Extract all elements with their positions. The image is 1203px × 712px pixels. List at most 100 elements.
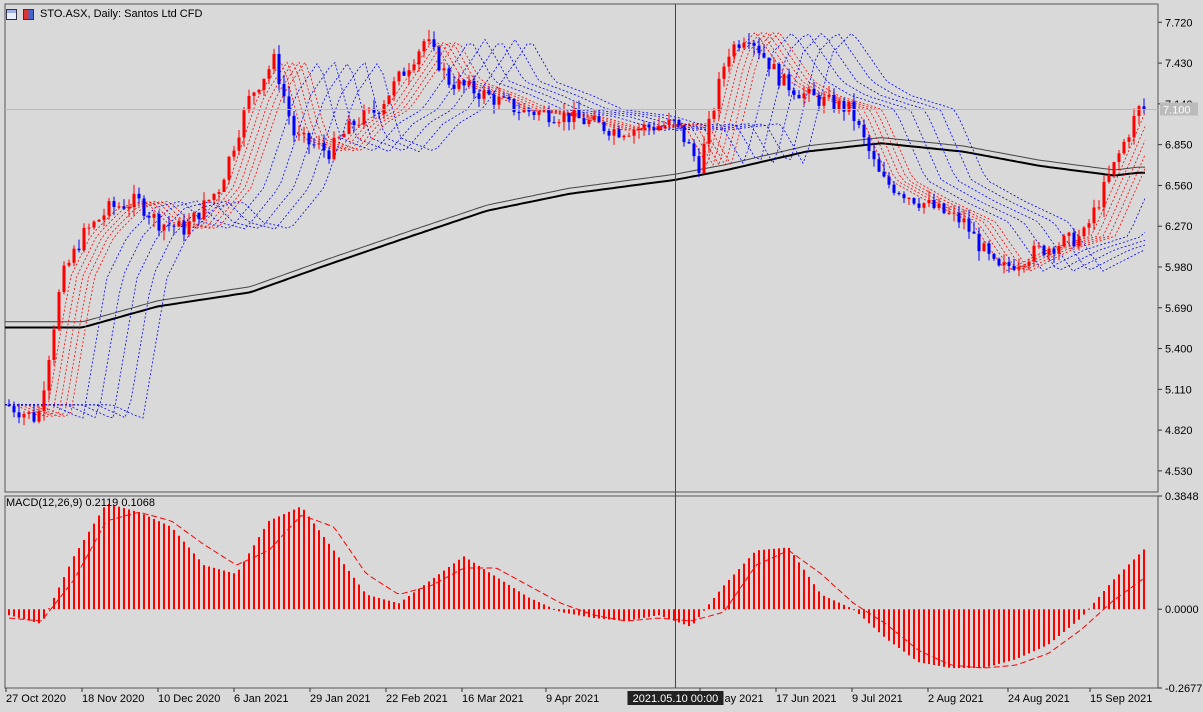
candle-body <box>507 97 511 99</box>
slow-ma-line <box>5 33 1146 419</box>
macd-bar <box>308 516 310 610</box>
candle-body <box>167 224 171 226</box>
candle-body <box>207 199 211 201</box>
macd-bar <box>348 570 350 610</box>
macd-tick-label: 0.3848 <box>1165 491 1199 503</box>
time-tick-label: 15 Sep 2021 <box>1090 693 1152 705</box>
macd-bar <box>683 609 685 625</box>
macd-bar <box>1018 609 1020 658</box>
bear-candle <box>862 119 866 146</box>
bull-candle <box>922 202 926 214</box>
macd-tick-label: -0.2677 <box>1165 683 1202 695</box>
candle-body <box>1062 235 1066 247</box>
candle-body <box>37 411 41 422</box>
candle-body <box>112 201 116 207</box>
macd-bar <box>623 609 625 621</box>
macd-bar <box>1033 609 1035 652</box>
candle-body <box>842 100 846 112</box>
candle-body <box>702 143 706 174</box>
bear-candle <box>872 142 876 167</box>
bull-candle <box>212 193 216 204</box>
candle-body <box>1037 245 1041 247</box>
macd-bar <box>468 559 470 610</box>
candle-body <box>807 88 811 94</box>
time-tick-label: 18 Nov 2020 <box>82 693 144 705</box>
bull-candle <box>117 202 121 210</box>
bear-candle <box>437 44 441 72</box>
macd-bar <box>733 574 735 610</box>
candle-body <box>392 81 396 96</box>
macd-bar <box>658 609 660 616</box>
candle-body <box>612 129 616 136</box>
chart-title-bar: STO.ASX, Daily: Santos Ltd CFD <box>6 8 202 20</box>
candle-body <box>757 45 761 54</box>
macd-bar <box>178 535 180 610</box>
macd-bar <box>478 565 480 610</box>
macd-bar <box>198 559 200 610</box>
candle-body <box>572 109 576 123</box>
macd-bar <box>98 515 100 610</box>
bear-candle <box>282 75 286 104</box>
macd-bar <box>968 609 970 669</box>
candle-body <box>47 359 51 391</box>
macd-bar <box>558 609 560 612</box>
macd-bar <box>933 609 935 665</box>
macd-bar <box>663 609 665 618</box>
macd-bar <box>858 609 860 615</box>
macd-bar <box>158 521 160 610</box>
macd-bar <box>1063 609 1065 632</box>
candle-body <box>882 171 886 177</box>
price-panel <box>4 3 1159 493</box>
candle-body <box>1072 232 1076 247</box>
candle-body <box>837 100 841 110</box>
candle-body <box>122 206 126 209</box>
macd-bar <box>743 563 745 610</box>
bull-candle <box>82 223 86 253</box>
bull-candle <box>627 132 631 137</box>
candle-body <box>532 111 536 115</box>
candle-body <box>617 129 621 138</box>
bull-candle <box>637 123 641 139</box>
crosshair-price-box <box>1160 102 1198 116</box>
candle-body <box>1002 262 1006 266</box>
macd-bar <box>58 587 60 610</box>
candle-body <box>42 390 46 412</box>
candle-body <box>1082 227 1086 237</box>
bull-candle <box>397 70 401 86</box>
bear-candle <box>762 44 766 59</box>
candle-body <box>992 253 996 259</box>
slow-ma-line <box>5 33 1146 419</box>
macd-bar <box>363 591 365 610</box>
macd-bar <box>973 609 975 669</box>
candle-body <box>7 404 11 406</box>
candle-body <box>237 137 241 151</box>
macd-histogram <box>8 503 1145 669</box>
bull-candle <box>102 208 106 227</box>
candle-body <box>497 96 501 105</box>
macd-bar <box>653 609 655 616</box>
candle-body <box>402 71 406 76</box>
macd-bar <box>458 559 460 610</box>
macd-bar <box>848 607 850 610</box>
macd-bar <box>783 547 785 610</box>
candle-body <box>557 122 561 124</box>
candle-body <box>227 156 231 180</box>
candle-body <box>387 95 391 104</box>
macd-bar <box>373 596 375 610</box>
bull-candle <box>1092 199 1096 231</box>
bear-candle <box>462 78 466 93</box>
candle-body <box>337 137 341 139</box>
candle-body <box>747 42 751 44</box>
bear-candle <box>897 191 901 196</box>
candle-body <box>762 53 766 58</box>
candle-body <box>352 120 356 125</box>
macd-bar <box>673 609 675 621</box>
macd-signal-line <box>8 512 1146 669</box>
bull-candle <box>272 48 276 74</box>
macd-bar <box>803 569 805 610</box>
bull-candle <box>937 198 941 211</box>
macd-bar <box>903 609 905 652</box>
candle-body <box>297 134 301 136</box>
bear-candle <box>687 139 691 144</box>
